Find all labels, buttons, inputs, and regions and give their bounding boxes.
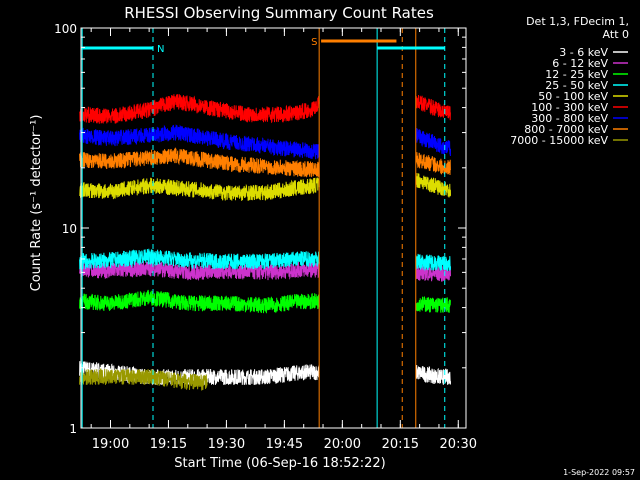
x-tick-label: 19:00 (92, 437, 129, 452)
x-tick-label: 19:15 (150, 437, 187, 452)
flag-label: N (157, 44, 164, 55)
x-tick-label: 20:15 (382, 437, 419, 452)
axis-layer: 1 10 100 19:00 19:15 19:30 19:45 20:00 20:15 20:3… (54, 22, 477, 452)
detector-info-line1: Det 1,3, FDecim 1, (526, 15, 629, 28)
legend-label: 7000 - 15000 keV (510, 134, 608, 147)
legend-label: 800 - 7000 keV (524, 123, 608, 136)
y-tick-label: 10 (62, 222, 77, 236)
series-7000-15000kev (79, 368, 208, 391)
series-trace (79, 248, 451, 272)
x-tick-label: 20:00 (324, 437, 361, 452)
legend-label: 3 - 6 keV (559, 46, 608, 59)
detector-info-line2: Att 0 (603, 28, 629, 41)
series-300-800kev (79, 124, 451, 160)
flag-label: S (311, 37, 317, 48)
x-axis-label: Start Time (06-Sep-16 18:52:22) (174, 456, 385, 471)
x-tick-label: 19:30 (208, 437, 245, 452)
y-tick-label: 100 (54, 22, 77, 36)
chart-title: RHESSI Observing Summary Count Rates (124, 4, 434, 22)
series-25-50kev (79, 248, 451, 272)
legend-label: 6 - 12 keV (552, 57, 608, 70)
legend-label: 50 - 100 keV (538, 90, 608, 103)
legend-label: 25 - 50 keV (545, 79, 608, 92)
legend-label: 12 - 25 keV (545, 68, 608, 81)
y-axis-label: Count Rate (s⁻¹ detector⁻¹) (29, 115, 44, 292)
y-tick-label: 1 (69, 422, 77, 436)
series-trace (79, 124, 451, 160)
legend-label: 300 - 800 keV (531, 112, 608, 125)
series-trace (79, 368, 208, 391)
legend-label: 100 - 300 keV (531, 101, 608, 114)
flag-layer: NS (81, 37, 445, 55)
x-tick-label: 19:45 (266, 437, 303, 452)
footer-date: 1-Sep-2022 09:57 (563, 468, 635, 477)
x-tick-label: 20:30 (440, 437, 477, 452)
series-layer (79, 94, 451, 391)
